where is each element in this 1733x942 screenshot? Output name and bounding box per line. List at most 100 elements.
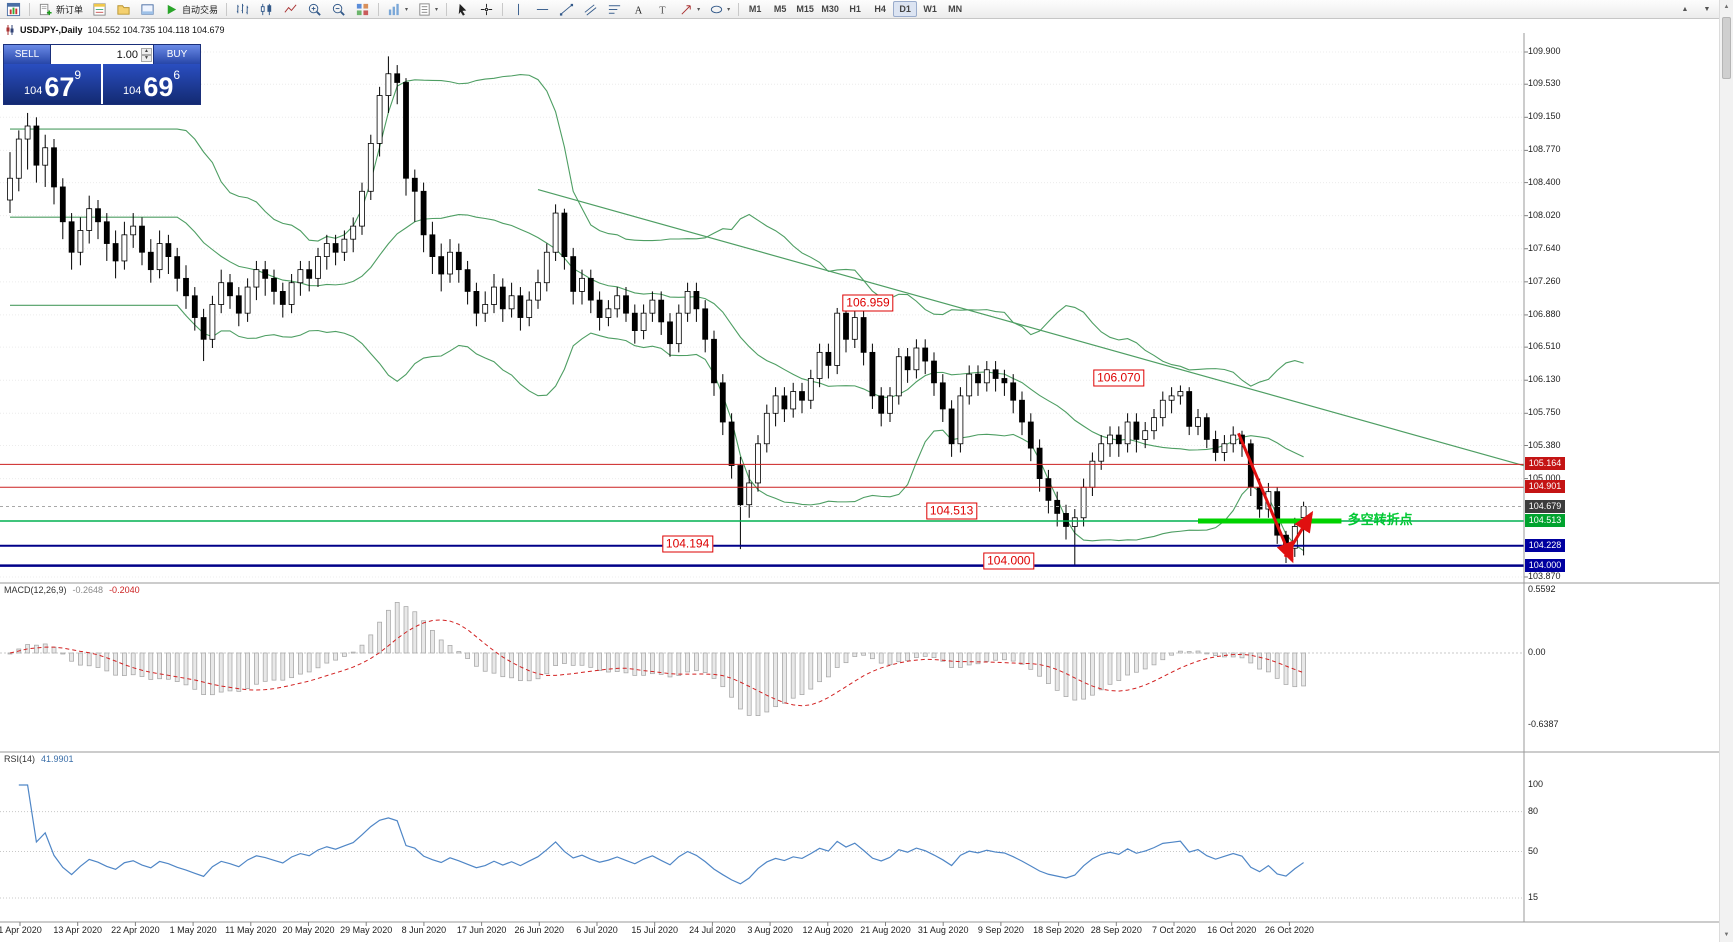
toolbar-separator bbox=[29, 2, 30, 16]
scroll-down-button[interactable]: ▼ bbox=[1720, 928, 1733, 942]
zoom-in-button[interactable] bbox=[303, 1, 326, 18]
price-chart-canvas[interactable] bbox=[0, 19, 1733, 942]
shapes-icon bbox=[710, 5, 723, 13]
timeframe-button-m30[interactable]: M30 bbox=[821, 4, 839, 14]
arrow-up-icon: ▲ bbox=[1723, 4, 1730, 10]
svg-text:T: T bbox=[659, 5, 666, 16]
auto-trading-label: 自动交易 bbox=[182, 4, 219, 15]
dropdown-caret-icon: ▾ bbox=[727, 6, 731, 13]
trendline-icon bbox=[560, 3, 574, 16]
volume-value: 1.00 bbox=[116, 48, 139, 61]
equidistant-channel-icon bbox=[584, 3, 597, 15]
market-watch-button[interactable] bbox=[88, 1, 111, 18]
cursor-icon bbox=[458, 3, 467, 16]
buy-price-point: 6 bbox=[173, 68, 181, 82]
market-watch-icon bbox=[93, 2, 106, 16]
sell-price-point: 9 bbox=[74, 68, 82, 82]
line-chart-icon bbox=[284, 4, 297, 13]
timeframe-button-w1[interactable]: W1 bbox=[923, 4, 937, 14]
stepper-down-icon[interactable]: ▼ bbox=[141, 54, 152, 62]
navigator-button[interactable] bbox=[112, 1, 135, 18]
horizontal-line-icon bbox=[536, 8, 549, 10]
toolbar-separator bbox=[502, 2, 504, 16]
sell-price-pips: 67 bbox=[44, 72, 75, 102]
rsi-header: RSI(14) 41.9901 bbox=[4, 754, 74, 764]
trendline-tool-button[interactable] bbox=[555, 1, 578, 18]
buy-price-pips: 69 bbox=[143, 72, 174, 102]
text-tool-button[interactable]: A bbox=[627, 1, 650, 18]
buy-price-display[interactable]: 104 69 6 bbox=[103, 64, 200, 104]
timeframe-button-mn[interactable]: MN bbox=[948, 4, 963, 14]
rsi-label: RSI(14) bbox=[4, 754, 36, 764]
sell-price-major: 104 bbox=[23, 85, 43, 97]
macd-signal-value: -0.2040 bbox=[109, 585, 140, 595]
macd-header: MACD(12,26,9) -0.2648 -0.2040 bbox=[4, 585, 140, 595]
chevron-up-icon: ▲ bbox=[1681, 5, 1689, 13]
chart-window-icon bbox=[6, 2, 21, 16]
scroll-up-button[interactable]: ▲ bbox=[1720, 0, 1733, 14]
chart-mini-icon bbox=[6, 25, 14, 35]
toolbar-separator bbox=[226, 2, 228, 16]
templates-icon bbox=[419, 2, 430, 16]
terminal-icon bbox=[141, 3, 154, 15]
new-order-button[interactable]: 新订单 bbox=[34, 1, 87, 18]
timeframe-group: M1 M5 M15 M30 H1 H4 D1 W1 MN bbox=[743, 1, 967, 17]
fibonacci-tool-button[interactable] bbox=[603, 1, 626, 18]
timeframe-button-d1[interactable]: D1 bbox=[893, 1, 918, 17]
arrows-icon bbox=[681, 4, 691, 15]
crosshair-tool-button[interactable] bbox=[475, 1, 498, 18]
tile-windows-icon bbox=[356, 3, 369, 15]
text-label-icon: T bbox=[659, 5, 666, 16]
stepper-up-icon[interactable]: ▲ bbox=[141, 47, 152, 55]
toolbar-overflow-down-button[interactable]: ▼ bbox=[1697, 1, 1717, 18]
toolbar-overflow-up-button[interactable]: ▲ bbox=[1675, 1, 1695, 18]
timeframe-button-m1[interactable]: M1 bbox=[748, 4, 762, 14]
rsi-value: 41.9901 bbox=[41, 754, 74, 764]
tile-windows-button[interactable] bbox=[351, 1, 374, 18]
candlestick-mode-button[interactable] bbox=[255, 1, 278, 18]
cursor-tool-button[interactable] bbox=[451, 1, 474, 18]
new-order-icon bbox=[39, 3, 52, 15]
channel-tool-button[interactable] bbox=[579, 1, 602, 18]
auto-trading-button[interactable]: 自动交易 bbox=[160, 1, 222, 18]
navigator-icon bbox=[117, 4, 130, 15]
bar-chart-mode-button[interactable] bbox=[231, 1, 254, 18]
vertical-line-icon bbox=[518, 3, 520, 15]
text-icon: A bbox=[635, 5, 643, 16]
toolbar-separator bbox=[378, 2, 380, 16]
sell-button[interactable]: SELL bbox=[4, 45, 50, 64]
shapes-tool-button[interactable]: ▾ bbox=[705, 1, 734, 18]
one-click-trading-panel: SELL 1.00 ▲ ▼ BUY 104 67 9 104 69 6 bbox=[3, 44, 201, 105]
arrow-down-icon: ▼ bbox=[1723, 932, 1730, 938]
toolbar-separator bbox=[738, 2, 740, 16]
line-chart-mode-button[interactable] bbox=[279, 1, 302, 18]
timeframe-button-h4[interactable]: H4 bbox=[874, 4, 886, 14]
chart-header: USDJPY-,Daily 104.552 104.735 104.118 10… bbox=[5, 25, 225, 35]
chart-window-button[interactable] bbox=[2, 1, 25, 18]
zoom-in-icon bbox=[308, 3, 321, 16]
buy-button[interactable]: BUY bbox=[154, 45, 200, 64]
timeframe-button-m5[interactable]: M5 bbox=[773, 4, 787, 14]
volume-input[interactable]: 1.00 ▲ ▼ bbox=[50, 45, 154, 64]
terminal-button[interactable] bbox=[136, 1, 159, 18]
zoom-out-icon bbox=[332, 3, 345, 16]
macd-main-value: -0.2648 bbox=[72, 585, 104, 595]
zoom-out-button[interactable] bbox=[327, 1, 350, 18]
chevron-down-icon: ▼ bbox=[1703, 5, 1711, 13]
macd-label: MACD(12,26,9) bbox=[4, 585, 67, 595]
text-label-tool-button[interactable]: T bbox=[651, 1, 674, 18]
timeframe-button-h1[interactable]: H1 bbox=[849, 4, 861, 14]
templates-button[interactable]: ▾ bbox=[413, 1, 442, 18]
arrows-tool-button[interactable]: ▾ bbox=[675, 1, 704, 18]
buy-price-major: 104 bbox=[122, 85, 142, 97]
vertical-line-tool-button[interactable] bbox=[507, 1, 530, 18]
scrollbar-thumb[interactable] bbox=[1722, 17, 1731, 79]
sell-price-display[interactable]: 104 67 9 bbox=[4, 64, 101, 104]
volume-stepper[interactable]: ▲ ▼ bbox=[141, 47, 152, 62]
indicators-button[interactable]: ▾ bbox=[383, 1, 412, 18]
timeframe-button-m15[interactable]: M15 bbox=[796, 4, 814, 14]
new-order-label: 新订单 bbox=[56, 4, 84, 15]
horizontal-line-tool-button[interactable] bbox=[531, 1, 554, 18]
vertical-scrollbar[interactable]: ▲ ▼ bbox=[1719, 0, 1733, 942]
